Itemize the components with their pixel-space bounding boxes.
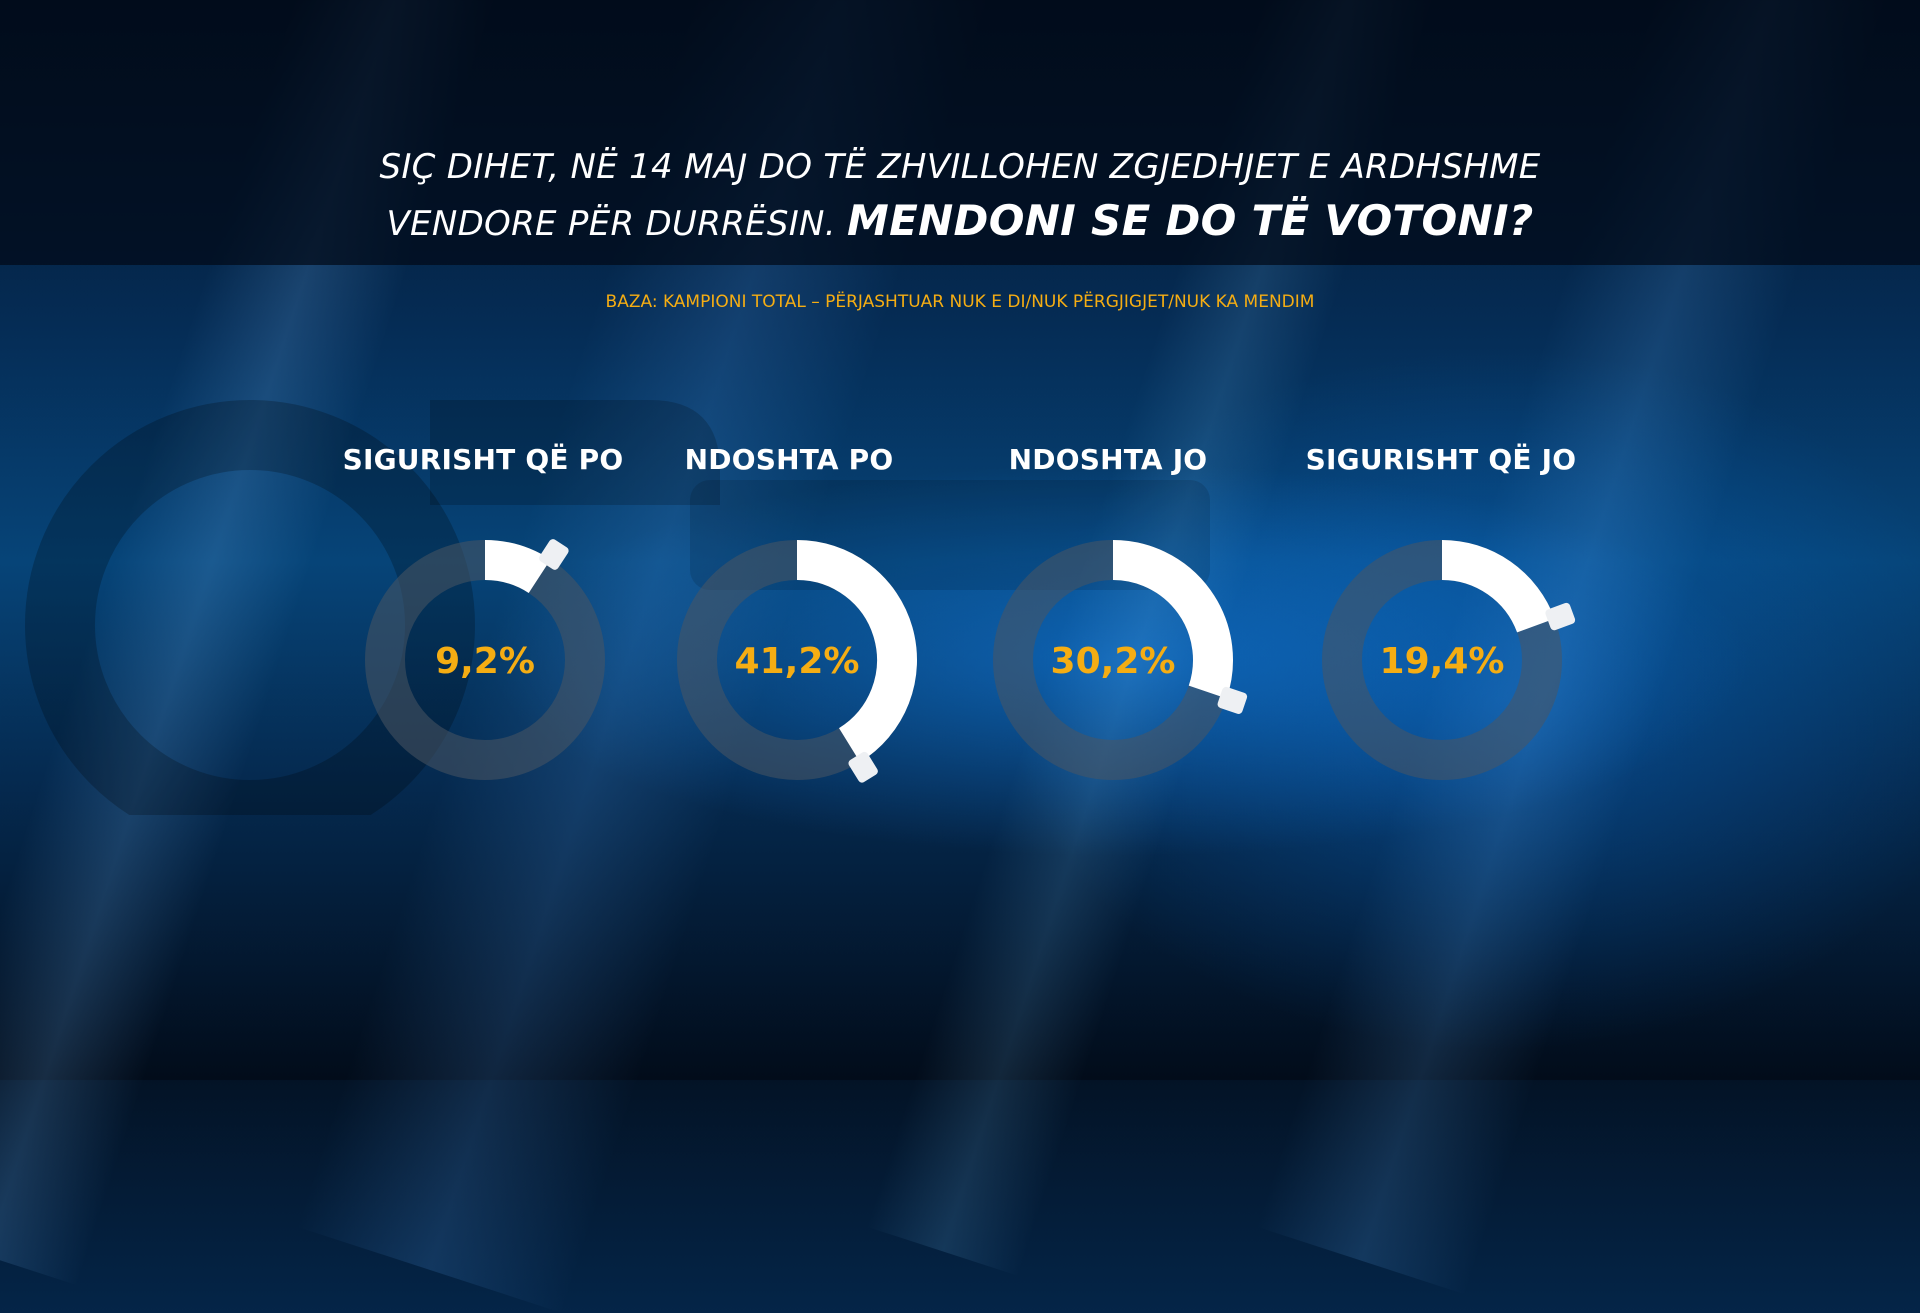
sample-base-note: BAZA: KAMPIONI TOTAL – PËRJASHTUAR NUK E… <box>605 292 1315 312</box>
category-label-sigurisht-qe-jo: SIGURISHT QË JO <box>1305 443 1577 476</box>
value-label: 19,4% <box>1380 641 1505 682</box>
donut-arc <box>1441 540 1555 634</box>
question-title: SIÇ DIHET, NË 14 MAJ DO TË ZHVILLOHEN ZG… <box>200 140 1720 251</box>
arc-end-marker <box>539 539 569 570</box>
header-band <box>0 0 1920 265</box>
category-label-ndoshta-jo: NDOSHTA JO <box>1008 443 1208 476</box>
value-label: 9,2% <box>435 641 535 682</box>
donut-ndoshta-po: 41,2% <box>677 540 917 783</box>
donut-ndoshta-jo: 30,2% <box>993 540 1248 780</box>
donut-arc <box>1112 540 1233 699</box>
category-label-sigurisht-qe-po: SIGURISHT QË PO <box>342 443 624 476</box>
value-label: 30,2% <box>1051 641 1176 682</box>
question-line-2: VENDORE PËR DURRËSIN. <box>386 204 836 244</box>
arc-end-marker <box>1545 602 1576 631</box>
donut-arc <box>796 540 917 763</box>
question-line-1: SIÇ DIHET, NË 14 MAJ DO TË ZHVILLOHEN ZG… <box>379 147 1541 187</box>
arc-end-marker <box>1217 686 1248 714</box>
arc-end-marker <box>848 751 878 783</box>
donut-charts: 9,2% 41,2% 30,2% 19,4% <box>365 539 1576 783</box>
donut-sigurisht-qe-po: 9,2% <box>365 539 605 780</box>
donut-sigurisht-qe-jo: 19,4% <box>1322 540 1576 780</box>
donut-arc <box>484 540 551 594</box>
question-emphasis: MENDONI SE DO TË VOTONI? <box>847 196 1534 245</box>
category-label-ndoshta-po: NDOSHTA PO <box>684 443 894 476</box>
value-label: 41,2% <box>735 641 860 682</box>
